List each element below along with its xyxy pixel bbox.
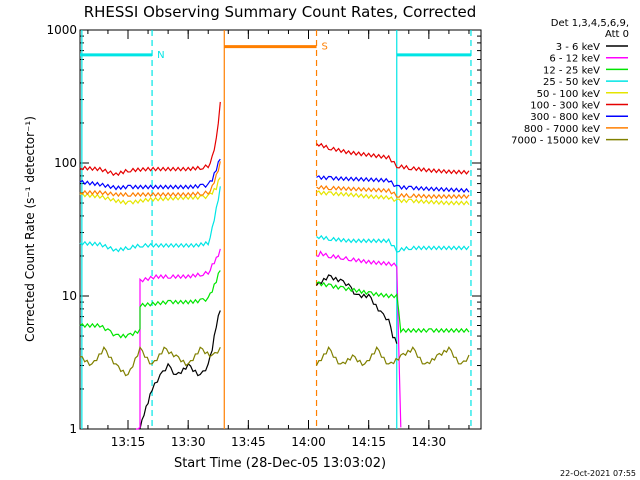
series-line <box>136 248 221 430</box>
legend-entry-label: 3 - 6 keV <box>556 42 600 53</box>
y-tick-label: 100 <box>54 156 77 170</box>
legend-entry-label: 100 - 300 keV <box>530 101 600 112</box>
series-line <box>79 158 221 191</box>
series-group <box>79 101 470 177</box>
x-tick-label: 13:45 <box>231 435 266 449</box>
series-line <box>315 346 470 367</box>
series-line <box>139 310 221 430</box>
series-line <box>79 101 221 177</box>
series-group <box>79 186 470 253</box>
series-line <box>316 190 470 206</box>
series-line <box>316 250 402 428</box>
series-group <box>79 345 470 377</box>
series-line <box>316 234 470 253</box>
series-layer <box>79 101 470 430</box>
series-group <box>79 177 470 206</box>
series-group <box>139 274 398 430</box>
x-tick-label: 14:00 <box>291 435 326 449</box>
legend-header: Att 0 <box>605 29 629 40</box>
annotation-label: S <box>322 42 328 53</box>
series-group <box>136 248 402 430</box>
series-group <box>79 158 470 193</box>
tick-layer <box>80 29 481 430</box>
series-line <box>79 345 221 377</box>
annotation-label: N <box>157 50 164 61</box>
y-tick-label: 1 <box>69 422 77 436</box>
plot-frame <box>79 29 482 430</box>
series-line <box>316 184 470 200</box>
legend-entry-label: 12 - 25 keV <box>543 65 600 76</box>
legend-entry-label: 800 - 7000 keV <box>524 124 600 135</box>
series-line <box>316 142 470 175</box>
x-tick-label: 14:15 <box>351 435 386 449</box>
series-group <box>79 161 470 200</box>
legend-header: Det 1,3,4,5,6,9, <box>551 18 629 29</box>
x-axis-label: Start Time (28-Dec-05 13:03:02) <box>174 456 386 471</box>
x-tick-label: 13:30 <box>171 435 206 449</box>
x-tick-label: 14:30 <box>412 435 447 449</box>
series-group <box>79 270 470 339</box>
x-tick-label: 13:15 <box>111 435 146 449</box>
series-line <box>316 175 470 193</box>
legend-entry-label: 50 - 100 keV <box>537 89 601 100</box>
legend-entry-label: 6 - 12 keV <box>549 54 600 65</box>
series-line <box>79 186 221 253</box>
legend-entry-label: 25 - 50 keV <box>543 77 600 88</box>
series-line <box>79 177 221 206</box>
tick-label-layer: 1 10 100 1000 13:15 13:30 13:45 14:00 14:15 14:30 <box>46 23 446 449</box>
chart-title: RHESSI Observing Summary Count Rates, Co… <box>84 3 477 21</box>
y-tick-label: 10 <box>62 289 77 303</box>
y-tick-label: 1000 <box>46 23 77 37</box>
legend-entry-label: 7000 - 15000 keV <box>511 136 600 147</box>
marker-layer: NS <box>80 30 472 429</box>
footer-date: 22-Oct-2021 07:55 <box>560 469 636 478</box>
series-line <box>79 270 221 339</box>
series-line <box>316 281 470 334</box>
y-axis-label: Corrected Count Rate (s⁻¹ detector⁻¹) <box>23 116 37 342</box>
legend-entry-label: 300 - 800 keV <box>530 112 600 123</box>
series-line <box>316 274 398 344</box>
series-line <box>79 161 221 198</box>
